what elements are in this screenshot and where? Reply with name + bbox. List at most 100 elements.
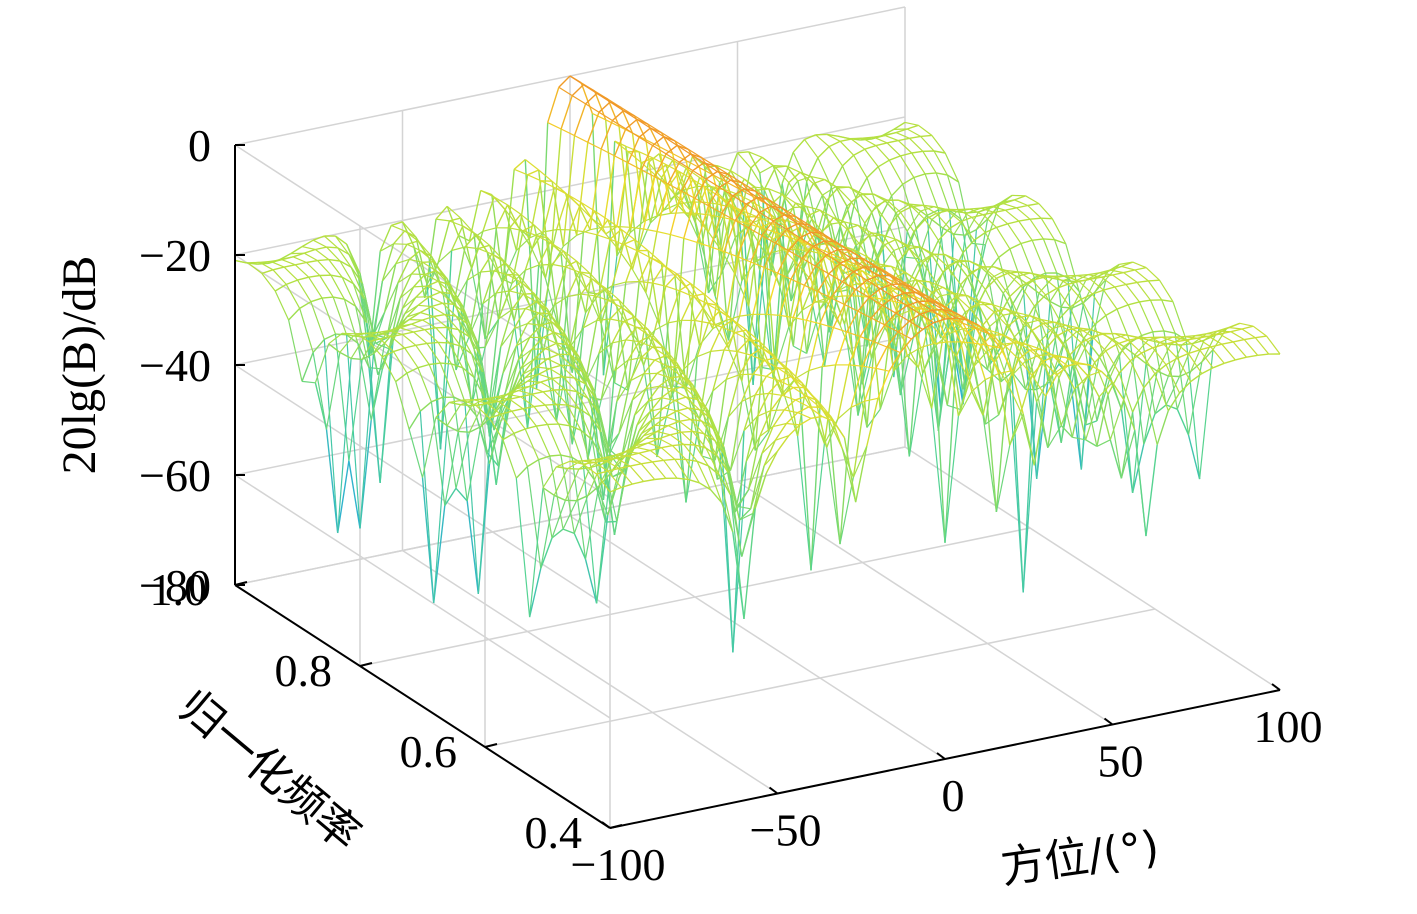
surface-edge <box>1049 381 1062 444</box>
surface-edge <box>958 260 973 273</box>
surface-edge <box>418 304 432 308</box>
surface-edge <box>866 268 881 347</box>
surface-edge <box>803 387 819 402</box>
surface-edge <box>911 150 923 154</box>
surface-edge <box>533 348 546 360</box>
surface-edge <box>982 311 995 326</box>
surface-edge <box>438 341 450 344</box>
surface-edge <box>1022 401 1038 593</box>
surface-edge <box>442 397 457 489</box>
surface-edge <box>909 137 924 152</box>
surface-edge <box>469 426 481 433</box>
surface-edge <box>846 224 859 230</box>
surface-edge <box>1040 318 1053 330</box>
surface-edge <box>951 336 964 405</box>
surface-edge <box>922 322 935 330</box>
surface-edge <box>837 187 852 203</box>
surface-edge <box>984 379 998 512</box>
surface-edge <box>902 297 917 310</box>
surface-edge <box>283 264 296 268</box>
surface-edge <box>569 327 584 348</box>
surface-edge <box>957 379 971 417</box>
surface-edge <box>931 135 946 154</box>
surface-edge <box>918 280 930 283</box>
surface-edge <box>446 205 461 219</box>
surface-edge <box>359 353 374 529</box>
surface-edge <box>895 312 910 322</box>
surface-edge <box>611 244 625 286</box>
surface-edge <box>522 408 537 427</box>
surface-edge <box>381 356 397 382</box>
surface-edge <box>899 338 913 354</box>
surface-edge <box>676 273 691 284</box>
surface-edge <box>902 283 917 294</box>
surface-edge <box>419 401 432 412</box>
surface-edge <box>323 339 339 534</box>
surface-edge <box>1177 352 1189 359</box>
surface-edge <box>703 293 716 326</box>
surface-edge <box>596 473 611 604</box>
surface-edge <box>368 338 381 343</box>
surface-edge <box>882 296 895 306</box>
surface-edge <box>525 308 539 314</box>
surface-edge <box>618 299 633 315</box>
surface-edge <box>683 198 696 239</box>
surface-edge <box>716 455 729 474</box>
surface-edge <box>1208 333 1220 337</box>
surface-edge <box>489 413 501 419</box>
surface-edge <box>810 366 823 571</box>
surface-edge <box>736 227 750 257</box>
surface-edge <box>897 248 910 263</box>
surface-edge <box>274 283 287 292</box>
surface-edge <box>629 373 644 382</box>
surface-edge <box>1020 375 1033 413</box>
surface-edge <box>991 202 1004 208</box>
surface-edge <box>964 228 977 236</box>
surface-edge <box>681 431 696 446</box>
surface-edge <box>759 341 774 356</box>
surface-edge <box>973 350 988 367</box>
surface-edge <box>493 196 506 211</box>
surface-edge <box>468 336 484 373</box>
surface-edge <box>451 293 466 314</box>
surface-edge <box>415 342 428 346</box>
surface-edge <box>743 508 756 619</box>
surface-edge <box>571 365 584 373</box>
surface-edge <box>1007 220 1019 225</box>
surface-edge <box>752 373 767 377</box>
surface-edge <box>810 415 823 419</box>
surface-edge <box>625 128 640 138</box>
surface-edge <box>960 216 973 223</box>
surface-edge <box>971 214 984 219</box>
surface-edge <box>837 186 850 189</box>
surface-edge <box>406 240 419 245</box>
surface-edge <box>806 395 821 408</box>
surface-edge <box>411 273 425 276</box>
surface-edge <box>875 266 890 277</box>
surface-edge <box>422 261 434 263</box>
surface-edge <box>455 315 468 325</box>
surface-edge <box>509 227 524 232</box>
surface-edge <box>770 368 785 396</box>
surface-edge <box>652 416 666 420</box>
surface-edge <box>1190 361 1203 373</box>
surface-edge <box>312 239 327 248</box>
surface-edge <box>540 321 553 326</box>
surface-edge <box>750 200 765 210</box>
surface-edge <box>663 347 678 364</box>
surface-edge <box>645 372 658 390</box>
surface-edge <box>1000 194 1013 204</box>
surface-edge <box>779 314 794 319</box>
surface-edge <box>692 293 705 297</box>
surface-edge <box>846 331 861 338</box>
surface-edge <box>337 460 350 534</box>
surface-edge <box>993 266 1008 274</box>
surface-edge <box>712 187 727 202</box>
surface-edge <box>435 327 450 344</box>
surface-edge <box>654 322 669 331</box>
surface-edge <box>723 189 736 238</box>
surface-edge <box>1060 281 1076 308</box>
surface-edge <box>687 216 703 247</box>
surface-edge <box>737 220 751 226</box>
